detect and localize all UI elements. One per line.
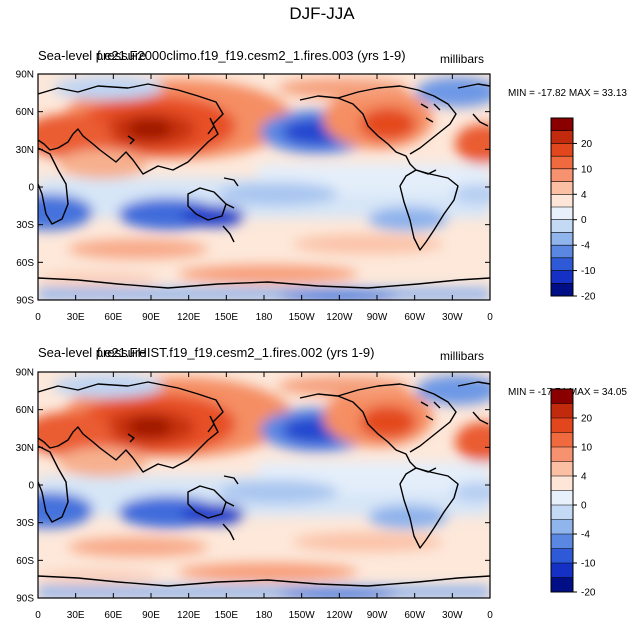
figure-title: DJF-JJA [289, 4, 355, 23]
panel-2-colorbar-bin [551, 505, 573, 520]
panel-2-lon-label: 30W [442, 610, 463, 621]
panel-2-lat-label: 30S [16, 518, 34, 529]
panel-2-colorbar-bin [551, 519, 573, 535]
panel-2-colorbar: 20 10 4 0 -4 -10 -20 [550, 388, 596, 599]
panel-1-colorbar-bin [551, 219, 573, 233]
panel-1-colorbar-bin [551, 207, 573, 221]
panel-1-lon-label: 120E [177, 312, 201, 323]
panel-1-lat-label: 60S [16, 258, 34, 269]
panel-2-colorbar-bin [551, 432, 573, 448]
panel-1-colorbar-label: 10 [581, 164, 593, 175]
panel-2-colorbar-bin [551, 577, 573, 593]
panel-2-lon-label: 180 [256, 610, 273, 621]
panel-2-lon-label: 120W [326, 610, 353, 621]
panel-2-colorbar-label: -10 [581, 559, 596, 570]
panel-1-colorbar-bin [551, 143, 573, 157]
panel-1-lat-label: 30N [16, 145, 34, 156]
panel-1-lon-label: 30E [67, 312, 85, 323]
panel-2-units-label: millibars [440, 349, 485, 363]
panel-1-case-label: f.e21.F2000climo.f19_f19.cesm2_1.fires.0… [97, 48, 406, 63]
panel-1-lon-label: 90E [142, 312, 160, 323]
panel-2-lat-label: 30N [16, 443, 34, 454]
panel-1-lon-label: 90W [367, 312, 388, 323]
panel-1-colorbar: 20 10 4 0 -4 -10 -20 [550, 117, 596, 303]
panel-2-colorbar-bin [551, 490, 573, 506]
panel-1-lon-label: 30W [442, 312, 463, 323]
panel-2-colorbar-bin [551, 418, 573, 433]
panel-1-lat-label: 30S [16, 220, 34, 231]
panel-2-colorbar-bin [551, 563, 573, 578]
panel-2-lon-label: 150E [215, 610, 239, 621]
panel-2-colorbar-bin [551, 461, 573, 477]
panel-1-colorbar-bin [551, 118, 573, 132]
panel-1-colorbar-bin [551, 156, 573, 170]
panel-2-lon-label: 60E [104, 610, 122, 621]
panel-2-colorbar-label: 10 [581, 443, 593, 454]
panel-1-variable-label: Sea-level pressure [38, 48, 147, 63]
panel-2-colorbar-bin [551, 447, 573, 462]
panel-2-colorbar-label: -20 [581, 588, 596, 599]
panel-2-colorbar-label: 20 [581, 414, 593, 425]
panel-2-lon-label: 0 [487, 610, 493, 621]
panel-1-minmax: MIN = -17.82 MAX = 33.13 [508, 88, 627, 99]
panel-1-lon-label: 150E [215, 312, 239, 323]
panel-2-colorbar-bin [551, 534, 573, 549]
panel-1-lon-label: 60E [104, 312, 122, 323]
panel-2-lon-label: 0 [35, 610, 41, 621]
panel-2-lat-label: 90S [16, 594, 34, 605]
panel-1-colorbar-bin [551, 194, 573, 208]
panel-1-colorbar-bin [551, 270, 573, 284]
panel-1-colorbar-bin [551, 168, 573, 182]
panel-2-lat-label: 0 [28, 481, 34, 492]
panel-1-lon-label: 60W [404, 312, 425, 323]
panel-2-lon-label: 150W [289, 610, 316, 621]
panel-1-colorbar-bin [551, 257, 573, 271]
panel-1-colorbar-label: -4 [581, 241, 590, 252]
panel-2-colorbar-bin [551, 389, 573, 404]
panel-2-lat-label: 90N [16, 368, 34, 379]
panel-1-colorbar-label: 0 [581, 215, 587, 226]
panel-1-colorbar-label: 20 [581, 139, 593, 150]
panel-1-colorbar-bin [551, 283, 573, 297]
panel-1-lon-label: 120W [326, 312, 353, 323]
panel-2-lat-label: 60S [16, 556, 34, 567]
panel-2-lon-label: 30E [67, 610, 85, 621]
panel-2-colorbar-bin [551, 548, 573, 564]
panel-2-lon-label: 60W [404, 610, 425, 621]
panel-1-lon-label: 0 [487, 312, 493, 323]
panel-1-lon-label: 180 [256, 312, 273, 323]
panel-2-colorbar-label: 4 [581, 472, 587, 483]
panel-1-colorbar-bin [551, 130, 573, 144]
panel-1-lat-label: 0 [28, 183, 34, 194]
panel-1-lon-label: 0 [35, 312, 41, 323]
panel-2-lat-label: 60N [16, 405, 34, 416]
panel-1-colorbar-bin [551, 232, 573, 246]
panel-1-colorbar-bin [551, 181, 573, 195]
panel-1-lon-label: 150W [289, 312, 316, 323]
panel-2-lon-label: 120E [177, 610, 201, 621]
panel-1-lat-label: 90S [16, 296, 34, 307]
panel-1-colorbar-bin [551, 245, 573, 259]
panel-1-lat-label: 90N [16, 70, 34, 81]
panel-2-colorbar-bin [551, 476, 573, 491]
panel-2-case-label: f.e21.FHIST.f19_f19.cesm2_1.fires.002 (y… [97, 345, 375, 360]
panel-2-colorbar-label: -4 [581, 530, 590, 541]
panel-2-variable-label: Sea-level pressure [38, 345, 147, 360]
panel-1-colorbar-label: -10 [581, 266, 596, 277]
panel-2-colorbar-label: 0 [581, 501, 587, 512]
panel-1-units-label: millibars [440, 52, 485, 66]
panel-2-lon-label: 90E [142, 610, 160, 621]
panel-2-lon-label: 90W [367, 610, 388, 621]
panel-1-lat-label: 60N [16, 107, 34, 118]
panel-1-colorbar-label: 4 [581, 190, 587, 201]
panel-2-colorbar-bin [551, 403, 573, 419]
panel-1-colorbar-label: -20 [581, 292, 596, 303]
